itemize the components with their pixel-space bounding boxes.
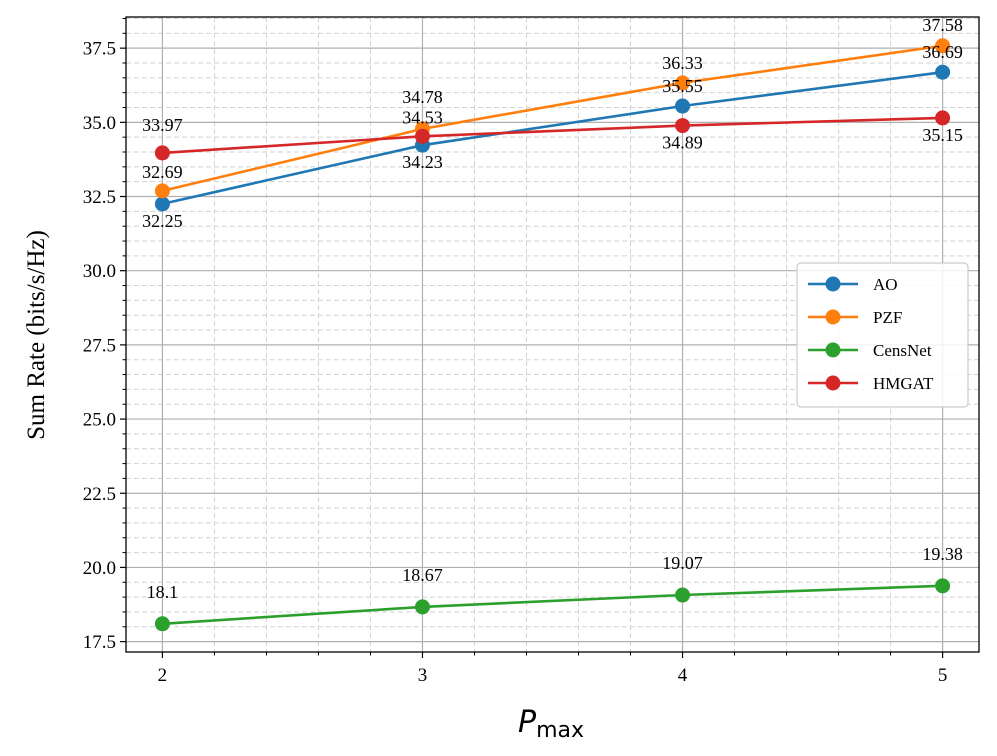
data-point-pzf bbox=[675, 75, 691, 91]
y-tick-label: 30.0 bbox=[83, 261, 116, 282]
y-tick-label: 37.5 bbox=[83, 39, 116, 60]
data-point-censnet bbox=[935, 578, 951, 594]
data-label-hmgat: 35.15 bbox=[922, 125, 963, 145]
x-tick-label: 5 bbox=[938, 665, 948, 686]
legend-marker-censnet bbox=[825, 342, 841, 358]
data-label-hmgat: 33.97 bbox=[142, 115, 183, 135]
y-tick-label: 17.5 bbox=[83, 632, 116, 653]
y-tick-label: 32.5 bbox=[83, 187, 116, 208]
legend-marker-hmgat bbox=[825, 375, 841, 391]
data-point-ao bbox=[935, 64, 951, 80]
data-label-hmgat: 34.89 bbox=[662, 133, 703, 153]
x-tick-label: 2 bbox=[158, 665, 168, 686]
data-point-censnet bbox=[154, 616, 170, 632]
data-label-pzf: 36.33 bbox=[662, 53, 703, 73]
x-axis-label-subscript: max bbox=[536, 718, 584, 743]
y-axis-label: Sum Rate (bits/s/Hz) bbox=[23, 230, 50, 440]
data-label-pzf: 37.58 bbox=[922, 15, 963, 35]
data-point-pzf bbox=[154, 183, 170, 199]
data-point-censnet bbox=[414, 599, 430, 615]
x-axis-label: Pmax bbox=[518, 705, 584, 743]
series-line-censnet bbox=[162, 584, 943, 626]
data-label-ao: 36.69 bbox=[922, 42, 963, 62]
data-label-censnet: 19.07 bbox=[662, 553, 703, 573]
data-label-hmgat: 34.53 bbox=[402, 107, 443, 127]
data-point-hmgat bbox=[414, 128, 430, 144]
data-label-ao: 34.23 bbox=[402, 152, 443, 172]
legend: AO PZF CensNet HMGAT bbox=[796, 262, 969, 408]
plot-frame bbox=[125, 16, 980, 653]
data-label-ao: 35.55 bbox=[662, 76, 703, 96]
legend-box bbox=[796, 262, 969, 408]
legend-label-censnet: CensNet bbox=[873, 341, 932, 360]
data-point-hmgat bbox=[675, 118, 691, 134]
series-line-pzf bbox=[162, 44, 943, 193]
y-tick-label: 35.0 bbox=[83, 113, 116, 134]
legend-label-hmgat: HMGAT bbox=[873, 374, 934, 393]
x-tick-label: 3 bbox=[418, 665, 428, 686]
legend-label-ao: AO bbox=[873, 275, 898, 294]
y-tick-label: 22.5 bbox=[83, 484, 116, 505]
x-axis-label-main: P bbox=[518, 705, 537, 740]
data-label-pzf: 34.78 bbox=[402, 87, 443, 107]
data-point-pzf bbox=[935, 38, 951, 54]
y-tick-label: 25.0 bbox=[83, 410, 116, 431]
y-tick-label: 27.5 bbox=[83, 335, 116, 356]
y-tick-label: 20.0 bbox=[83, 558, 116, 579]
legend-label-pzf: PZF bbox=[873, 308, 902, 327]
data-point-hmgat bbox=[935, 110, 951, 126]
data-point-censnet bbox=[675, 587, 691, 603]
legend-marker-ao bbox=[825, 276, 841, 292]
series-line-hmgat bbox=[162, 116, 943, 155]
legend-marker-pzf bbox=[825, 309, 841, 325]
data-label-censnet: 18.1 bbox=[147, 582, 179, 602]
series-line-ao bbox=[162, 70, 943, 206]
data-label-ao: 32.25 bbox=[142, 211, 183, 231]
series-lines bbox=[154, 38, 951, 632]
data-point-ao bbox=[675, 98, 691, 114]
axis-ticks: 17.5 20.0 22.5 25.0 27.5 30.0 32.5 35.0 37.5 2 3 4 5 bbox=[83, 17, 948, 686]
data-point-hmgat bbox=[154, 145, 170, 161]
data-label-pzf: 32.69 bbox=[142, 162, 183, 182]
x-tick-label: 4 bbox=[678, 665, 688, 686]
data-labels: 32.25 34.23 35.55 36.69 32.69 34.78 36.33 37.58… bbox=[142, 15, 963, 602]
data-label-censnet: 18.67 bbox=[402, 565, 443, 585]
data-point-ao bbox=[154, 196, 170, 212]
data-label-censnet: 19.38 bbox=[922, 544, 963, 564]
